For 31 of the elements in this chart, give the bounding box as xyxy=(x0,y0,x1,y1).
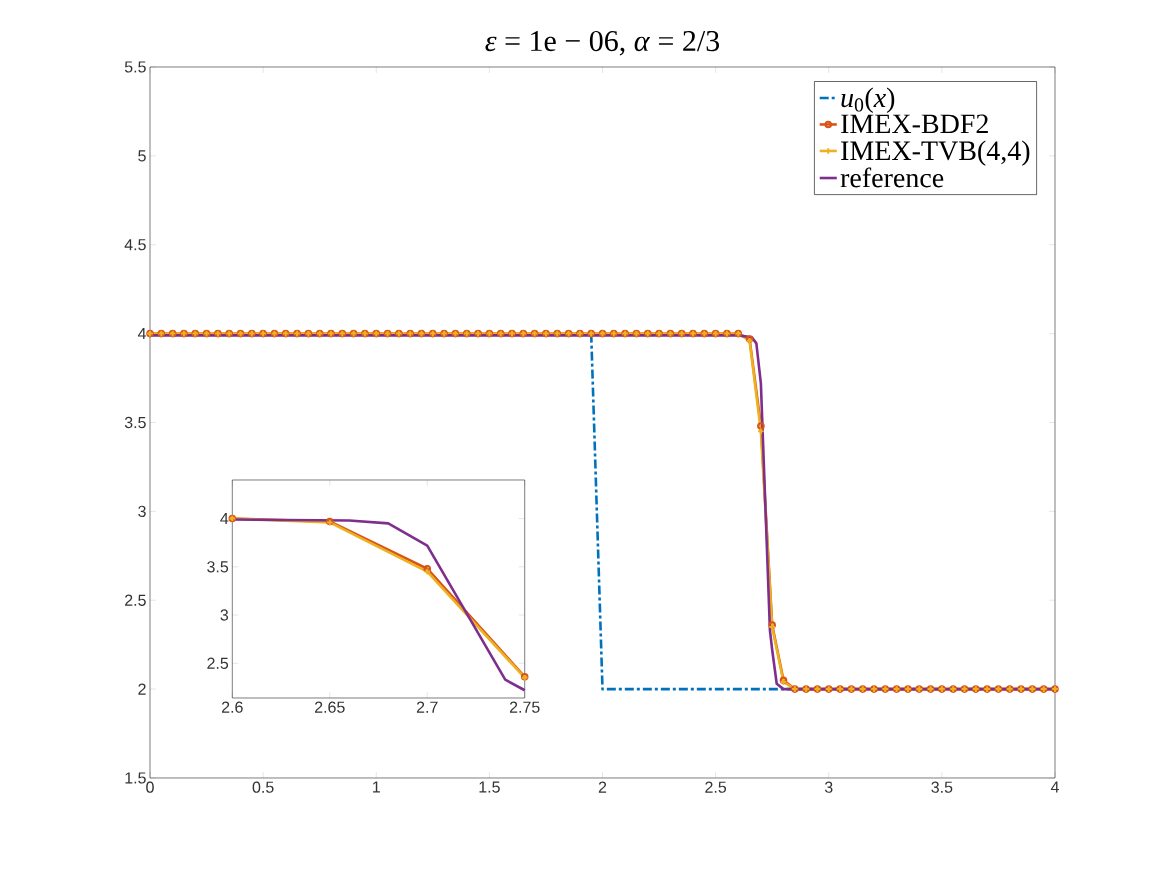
y-tick-label: 4 xyxy=(137,328,146,340)
y-tick-label: 2.5 xyxy=(207,657,229,669)
y-tick-label: 3 xyxy=(138,505,146,518)
legend-label: IMEX-BDF2 xyxy=(841,114,988,134)
x-tick-label: 2.7 xyxy=(416,701,438,713)
x-tick-label: 2.5 xyxy=(705,781,727,793)
y-tick-label: 3.5 xyxy=(124,416,146,429)
x-tick-label: 2 xyxy=(598,781,607,793)
y-tick-label: 4 xyxy=(220,513,229,525)
legend-label: u$_{0}$(x) xyxy=(841,87,895,113)
y-tick-label: 1.5 xyxy=(125,772,146,784)
chart-title: ε = 1e − 06, α = 2/3 xyxy=(485,30,720,56)
y-tick-label: 4.5 xyxy=(124,239,146,251)
y-tick-label: 2.5 xyxy=(125,594,146,606)
y-tick-label: 2 xyxy=(138,683,146,695)
x-tick-label: 2.75 xyxy=(509,701,540,713)
y-tick-label: 3.5 xyxy=(207,561,229,573)
x-tick-label: 3.5 xyxy=(931,781,953,793)
x-tick-label: 2.65 xyxy=(315,701,345,713)
x-tick-label: 0.5 xyxy=(252,781,274,793)
legend-label: reference xyxy=(840,167,944,188)
legend-label: IMEX-TVB(4,4) xyxy=(841,140,1030,166)
x-tick-label: 3 xyxy=(824,781,833,793)
x-tick-label: 2.6 xyxy=(221,701,243,713)
x-tick-label: 0 xyxy=(146,781,154,793)
x-tick-label: 1.5 xyxy=(479,781,500,793)
x-tick-label: 4 xyxy=(1050,781,1059,793)
y-tick-label: 3 xyxy=(220,609,229,621)
y-tick-label: 5.5 xyxy=(124,61,146,73)
y-tick-label: 5 xyxy=(138,150,146,162)
x-tick-label: 1 xyxy=(373,781,380,793)
